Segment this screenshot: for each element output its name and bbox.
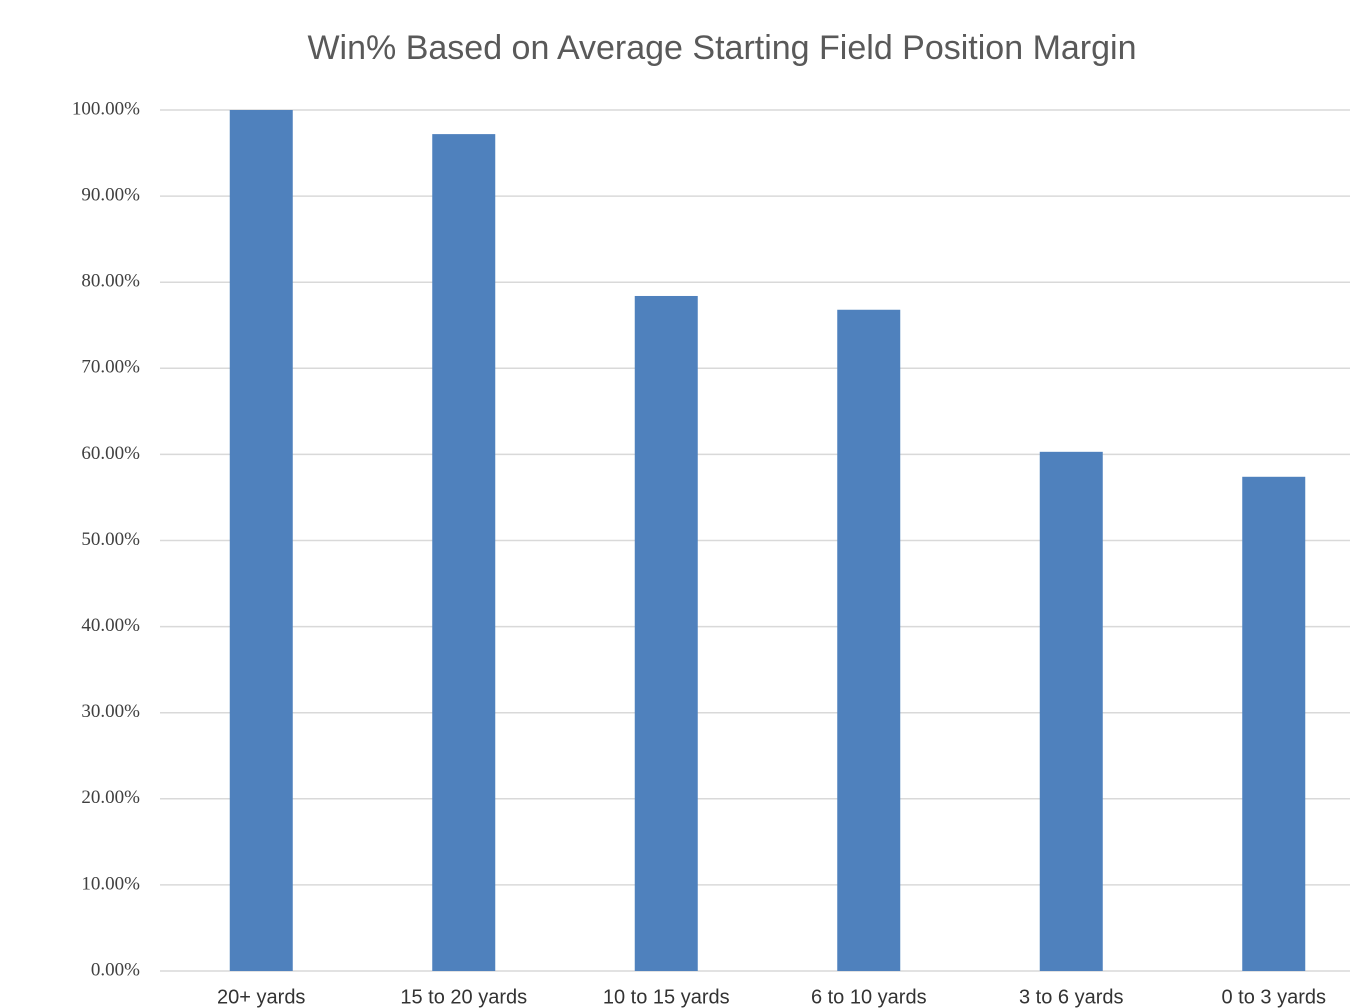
x-tick-label: 15 to 20 yards: [400, 986, 527, 1008]
bar: [432, 134, 496, 971]
y-tick-label: 10.00%: [81, 873, 140, 894]
x-tick-label: 10 to 15 yards: [603, 986, 730, 1008]
y-tick-label: 50.00%: [81, 529, 140, 550]
y-tick-label: 20.00%: [81, 787, 140, 808]
y-tick-label: 0.00%: [91, 959, 140, 980]
chart-title: Win% Based on Average Starting Field Pos…: [307, 29, 1136, 67]
y-tick-label: 40.00%: [81, 615, 140, 636]
bar: [229, 110, 293, 971]
y-tick-label: 30.00%: [81, 701, 140, 722]
y-tick-label: 60.00%: [81, 443, 140, 464]
x-tick-label: 6 to 10 yards: [811, 986, 927, 1008]
y-tick-label: 90.00%: [81, 184, 140, 205]
bar: [634, 295, 698, 971]
y-tick-label: 80.00%: [81, 271, 140, 292]
y-tick-label: 70.00%: [81, 357, 140, 378]
y-tick-label: 100.00%: [72, 98, 140, 119]
x-tick-label: 20+ yards: [217, 986, 305, 1008]
x-tick-label: 0 to 3 yards: [1221, 986, 1326, 1008]
bar: [837, 309, 901, 971]
x-tick-label: 3 to 6 yards: [1019, 986, 1124, 1008]
bar: [1242, 476, 1306, 971]
bar: [1039, 451, 1103, 971]
